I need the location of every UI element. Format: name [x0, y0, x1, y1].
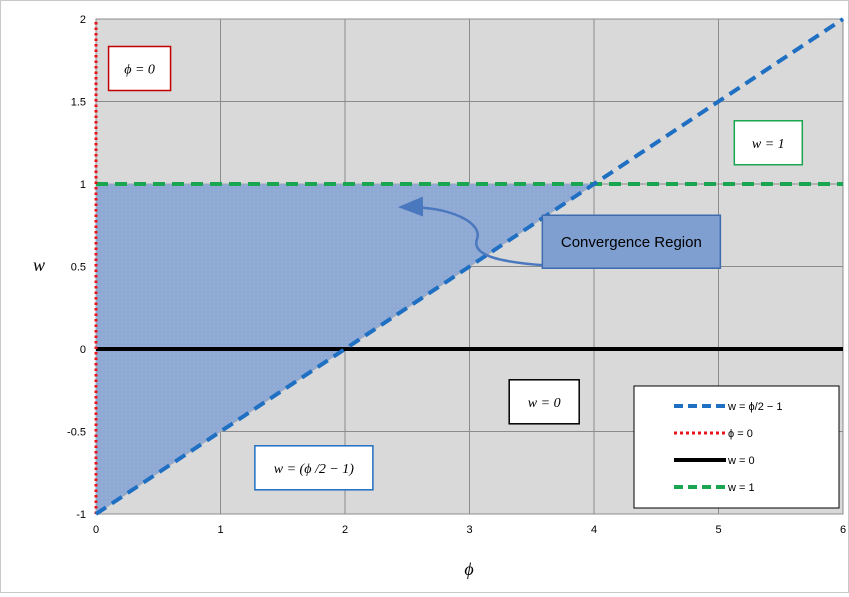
annotation-box	[107, 45, 172, 92]
convergence-arrow	[398, 196, 557, 268]
x-tick-label: 3	[466, 524, 472, 536]
annotation-box	[733, 120, 804, 166]
annotation-label: Convergence Region	[561, 234, 702, 251]
legend-label: ϕ = 0	[728, 428, 753, 440]
y-tick-label: 0	[80, 344, 86, 356]
annotation-label: w = (ϕ /2 − 1)	[274, 462, 355, 477]
legend: w = ϕ/2 − 1 ϕ = 0 w = 0 w = 1	[633, 385, 840, 509]
y-tick-label: -1	[76, 509, 86, 521]
y-axis-label: w	[33, 255, 45, 275]
x-tick-label: 2	[342, 524, 348, 536]
y-tick-label: 1	[80, 179, 86, 191]
annotations: ϕ = 0 w = 1 w = 0 w = (ϕ /2 − 1) Convergence…	[107, 45, 804, 491]
x-tick-label: 0	[93, 524, 99, 536]
legend-label: w = 1	[727, 482, 755, 494]
x-tick-label: 4	[591, 524, 597, 536]
x-tick-label: 6	[840, 524, 846, 536]
annotation-box	[254, 445, 374, 491]
x-tick-label: 1	[217, 524, 223, 536]
series-layer	[94, 17, 845, 516]
annotation-box	[541, 214, 722, 269]
tick-labels: 0 1 2 3 4 5 6 -1 -0.5 0 0.5 1 1.5 2	[67, 14, 846, 536]
legend-label: w = 0	[727, 455, 755, 467]
annotation-label: w = 1	[752, 137, 785, 152]
annotation-box	[508, 379, 580, 425]
y-tick-label: -0.5	[67, 427, 86, 439]
annotation-label: w = 0	[528, 396, 561, 411]
legend-box	[633, 385, 840, 509]
x-axis-label: ϕ	[464, 559, 473, 579]
legend-label: w = ϕ/2 − 1	[727, 401, 782, 413]
annotation-label: ϕ = 0	[124, 63, 155, 78]
y-tick-label: 0.5	[71, 262, 86, 274]
series-line	[94, 17, 845, 516]
y-tick-label: 2	[80, 14, 86, 26]
y-tick-label: 1.5	[71, 97, 86, 109]
x-tick-label: 5	[715, 524, 721, 536]
